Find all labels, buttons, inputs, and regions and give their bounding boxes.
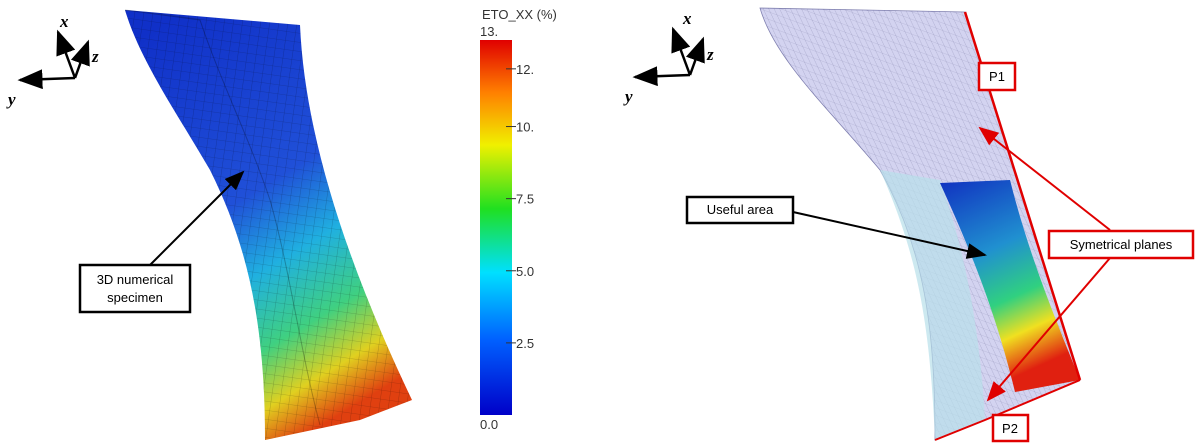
axis-triad-left [20, 32, 88, 80]
specimen-left [125, 10, 412, 440]
figure: x z y 3D numerical specimen ETO_XX (%) 1… [0, 0, 1195, 444]
colorbar-title: ETO_XX (%) [482, 7, 557, 22]
callout-text: specimen [107, 290, 163, 305]
colorbar-tick-label: 13. [480, 24, 498, 39]
colorbar-tick-label: 5.0 [516, 264, 534, 279]
callout-text: Symetrical planes [1070, 237, 1173, 252]
colorbar-tick-label: 0.0 [480, 417, 498, 432]
axis-label: y [623, 87, 633, 106]
colorbar-tick-label: 7.5 [516, 192, 534, 207]
axis-triad-right [635, 29, 703, 77]
specimen-right [760, 8, 1080, 440]
colorbar-tick-label: 2.5 [516, 336, 534, 351]
plane-label: P2 [1002, 421, 1018, 436]
callout-text: 3D numerical [97, 272, 174, 287]
axis-label: z [91, 47, 99, 66]
axis-label: z [706, 45, 714, 64]
plane-label: P1 [989, 69, 1005, 84]
axis-label: x [682, 9, 692, 28]
colorbar-tick-label: 12. [516, 62, 534, 77]
callout-text: Useful area [707, 202, 774, 217]
callout-arrow [150, 172, 243, 265]
colorbar-tick-label: 10. [516, 120, 534, 135]
axis-label: y [6, 90, 16, 109]
colorbar [480, 40, 512, 415]
axis-label: x [59, 12, 69, 31]
